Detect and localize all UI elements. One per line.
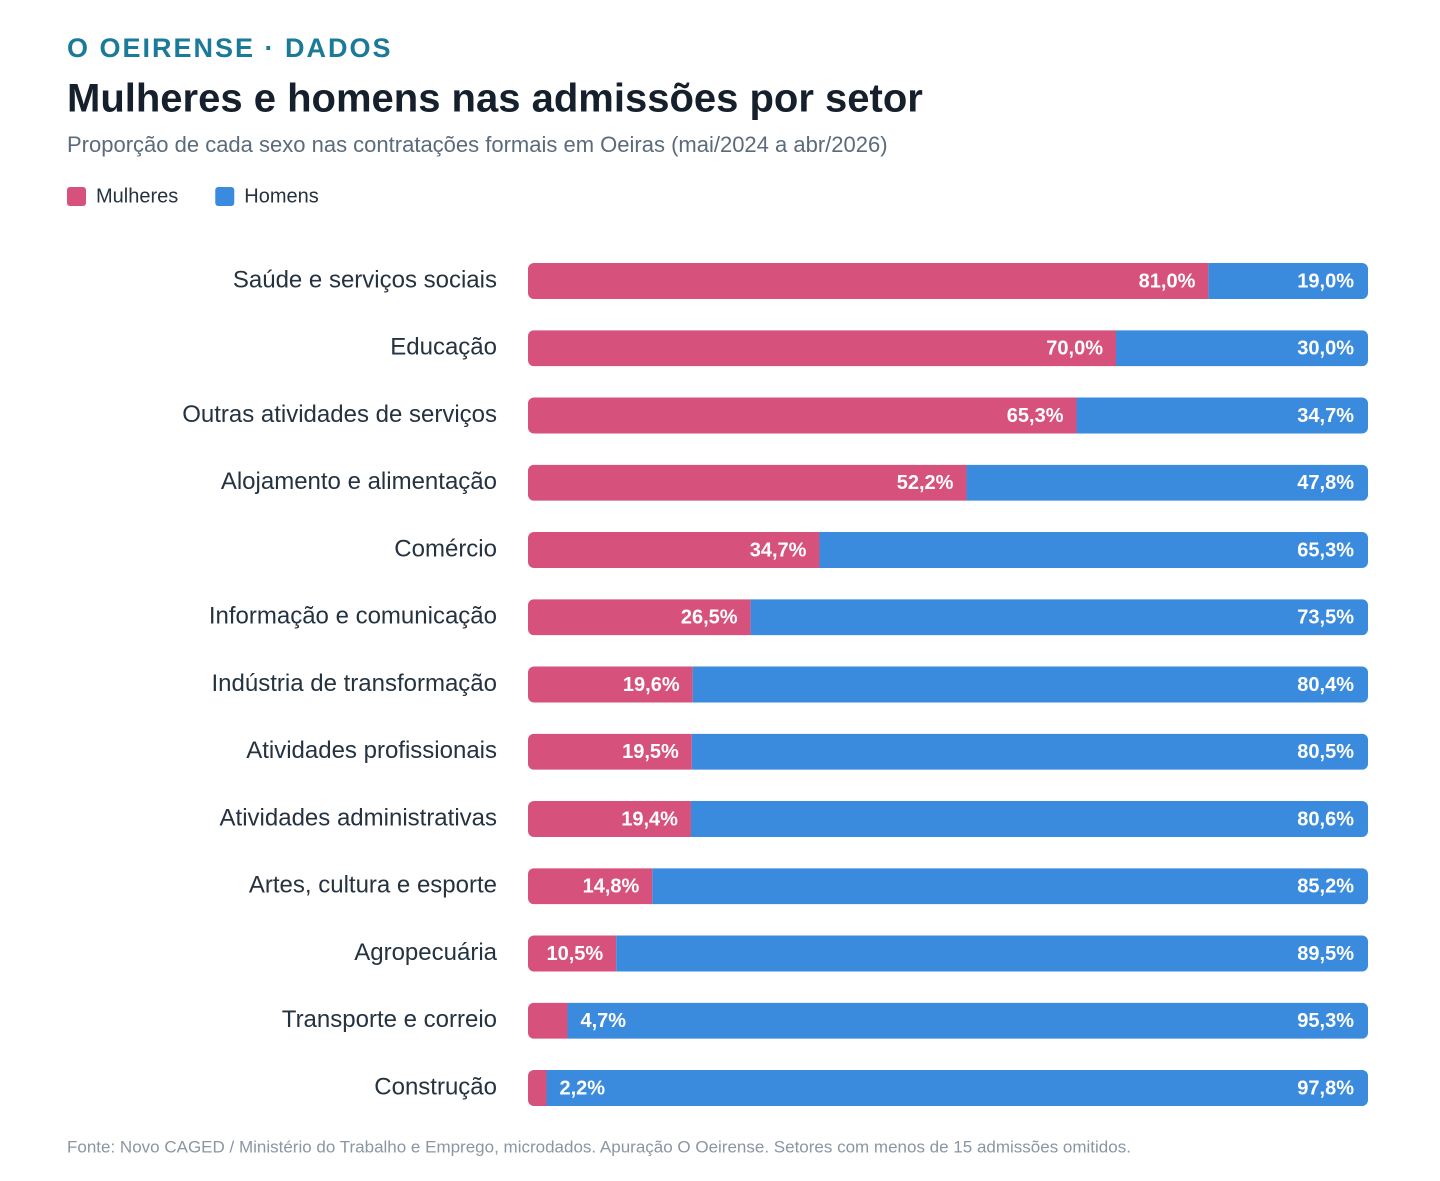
category-label: Atividades administrativas bbox=[220, 804, 497, 831]
category-label: Indústria de transformação bbox=[212, 670, 497, 697]
value-label: 19,4% bbox=[621, 808, 678, 830]
value-label: 30,0% bbox=[1297, 338, 1354, 360]
category-label: Transporte e correio bbox=[282, 1006, 497, 1033]
bar-segment bbox=[690, 801, 1368, 837]
legend-label: Homens bbox=[244, 185, 318, 207]
value-label: 4,7% bbox=[580, 1010, 626, 1032]
value-label: 19,6% bbox=[623, 674, 680, 696]
bar-row bbox=[528, 935, 1368, 972]
legend-swatch bbox=[67, 187, 86, 206]
bar-row bbox=[528, 263, 1368, 299]
category-label: Artes, cultura e esporte bbox=[249, 872, 497, 899]
bar-row bbox=[528, 1002, 1368, 1039]
legend-label: Mulheres bbox=[96, 185, 178, 207]
value-label: 81,0% bbox=[1139, 270, 1196, 292]
value-label: 73,5% bbox=[1297, 607, 1354, 629]
bar-segment bbox=[692, 666, 1368, 703]
bar-row bbox=[528, 464, 1368, 501]
value-label: 34,7% bbox=[750, 539, 807, 561]
bar-segment bbox=[528, 263, 1209, 299]
category-label: Informação e comunicação bbox=[209, 603, 497, 630]
bar-segment bbox=[528, 666, 693, 703]
bar-segment bbox=[528, 397, 1077, 434]
source-note: Fonte: Novo CAGED / Ministério do Trabal… bbox=[67, 1137, 1131, 1156]
bar-segment bbox=[567, 1002, 1368, 1039]
category-label: Construção bbox=[374, 1073, 497, 1100]
bar-segment bbox=[528, 1070, 547, 1106]
category-label: Outras atividades de serviços bbox=[182, 401, 497, 428]
bar-segment bbox=[528, 733, 692, 770]
bar-segment bbox=[1116, 330, 1368, 367]
bar-segment bbox=[616, 935, 1368, 972]
value-label: 52,2% bbox=[897, 472, 954, 494]
value-label: 26,5% bbox=[681, 607, 738, 629]
bar-row bbox=[528, 532, 1368, 568]
value-label: 85,2% bbox=[1297, 876, 1354, 898]
bar-row bbox=[528, 733, 1368, 770]
bar-segment bbox=[528, 464, 967, 501]
value-label: 2,2% bbox=[559, 1077, 605, 1099]
value-label: 80,5% bbox=[1297, 741, 1354, 763]
value-label: 97,8% bbox=[1297, 1077, 1354, 1099]
bar-segment bbox=[750, 599, 1368, 636]
value-label: 65,3% bbox=[1007, 405, 1064, 427]
value-label: 14,8% bbox=[583, 876, 640, 898]
bar-segment bbox=[691, 733, 1368, 770]
bar-row bbox=[528, 1070, 1368, 1106]
bar-segment bbox=[528, 330, 1116, 367]
bar-segment bbox=[528, 868, 653, 905]
category-label: Agropecuária bbox=[354, 939, 497, 966]
value-label: 10,5% bbox=[546, 943, 603, 965]
bar-segment bbox=[652, 868, 1368, 905]
chart-title: Mulheres e homens nas admissões por seto… bbox=[67, 77, 923, 121]
bar-segment bbox=[1208, 263, 1368, 299]
bar-segment bbox=[528, 801, 691, 837]
bar-row bbox=[528, 330, 1368, 367]
value-label: 34,7% bbox=[1297, 405, 1354, 427]
value-label: 89,5% bbox=[1297, 943, 1354, 965]
bar-segment bbox=[528, 1002, 568, 1039]
bar-segment bbox=[546, 1070, 1368, 1106]
bar-segment bbox=[528, 599, 751, 636]
value-label: 19,5% bbox=[622, 741, 679, 763]
category-label: Atividades profissionais bbox=[246, 737, 497, 764]
value-label: 80,6% bbox=[1297, 808, 1354, 830]
plot-area: Saúde e serviços sociais 81,0% 19,0% Educaç… bbox=[182, 263, 1368, 1106]
category-label: Educação bbox=[390, 334, 497, 361]
category-label: Comércio bbox=[394, 535, 497, 562]
bar-segment bbox=[528, 532, 820, 568]
bar-row bbox=[528, 599, 1368, 636]
bar-row bbox=[528, 397, 1368, 434]
bar-segment bbox=[966, 464, 1368, 501]
bar-row bbox=[528, 801, 1368, 837]
value-label: 80,4% bbox=[1297, 674, 1354, 696]
value-label: 95,3% bbox=[1297, 1010, 1354, 1032]
chart-subtitle: Proporção de cada sexo nas contratações … bbox=[67, 132, 888, 157]
legend: Mulheres Homens bbox=[67, 185, 319, 207]
bar-row bbox=[528, 666, 1368, 703]
bar-segment bbox=[1076, 397, 1368, 434]
value-label: 65,3% bbox=[1297, 539, 1354, 561]
value-label: 70,0% bbox=[1046, 338, 1103, 360]
bar-segment bbox=[819, 532, 1368, 568]
bar-segment bbox=[528, 935, 617, 972]
category-label: Saúde e serviços sociais bbox=[233, 266, 497, 293]
brand: O OEIRENSE · DADOS bbox=[67, 33, 393, 63]
bar-row bbox=[528, 868, 1368, 905]
value-label: 47,8% bbox=[1297, 472, 1354, 494]
legend-swatch bbox=[215, 187, 235, 206]
category-label: Alojamento e alimentação bbox=[221, 468, 497, 495]
value-label: 19,0% bbox=[1297, 270, 1354, 292]
